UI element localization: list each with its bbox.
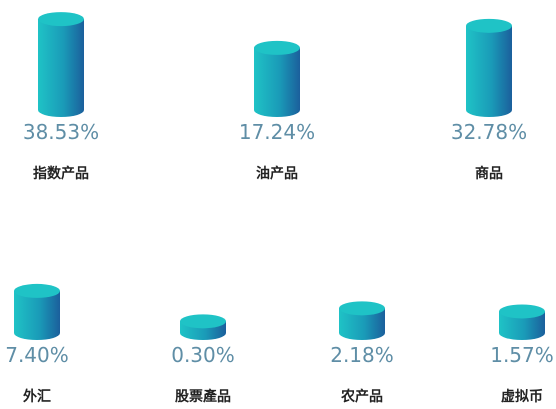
cylinder-side bbox=[466, 25, 512, 117]
value-label: 2.18% bbox=[330, 343, 394, 367]
cylinder-side bbox=[38, 19, 84, 117]
category-label: 商品 bbox=[475, 165, 503, 182]
cylinder-side bbox=[14, 290, 60, 340]
category-label: 虚拟币 bbox=[501, 388, 543, 405]
value-label: 32.78% bbox=[451, 120, 527, 144]
value-label: 17.24% bbox=[239, 120, 315, 144]
cylinder-top bbox=[14, 283, 60, 298]
cylinder bbox=[38, 12, 84, 117]
cylinder bbox=[499, 304, 545, 340]
cylinder bbox=[466, 18, 512, 117]
value-label: 0.30% bbox=[171, 343, 235, 367]
category-label: 农产品 bbox=[340, 388, 383, 405]
cylinder bbox=[180, 314, 226, 340]
category-label: 油产品 bbox=[256, 165, 298, 182]
cylinder-top bbox=[254, 40, 300, 55]
cylinder bbox=[339, 301, 385, 340]
category-label: 股票產品 bbox=[175, 388, 231, 405]
cylinder-top bbox=[466, 18, 512, 33]
value-label: 1.57% bbox=[490, 343, 554, 367]
cylinder-top bbox=[339, 301, 385, 316]
value-label: 7.40% bbox=[5, 343, 69, 367]
cylinder-side bbox=[339, 308, 385, 340]
value-label: 38.53% bbox=[23, 120, 99, 144]
category-label: 外汇 bbox=[23, 388, 51, 405]
cylinder-top bbox=[499, 304, 545, 319]
cylinder-top bbox=[180, 314, 226, 329]
cylinder-side bbox=[254, 47, 300, 117]
cylinder-side bbox=[499, 311, 545, 340]
cylinder bbox=[14, 283, 60, 340]
category-label: 指数产品 bbox=[33, 165, 89, 182]
cylinder bbox=[254, 40, 300, 117]
cylinder-top bbox=[38, 12, 84, 27]
